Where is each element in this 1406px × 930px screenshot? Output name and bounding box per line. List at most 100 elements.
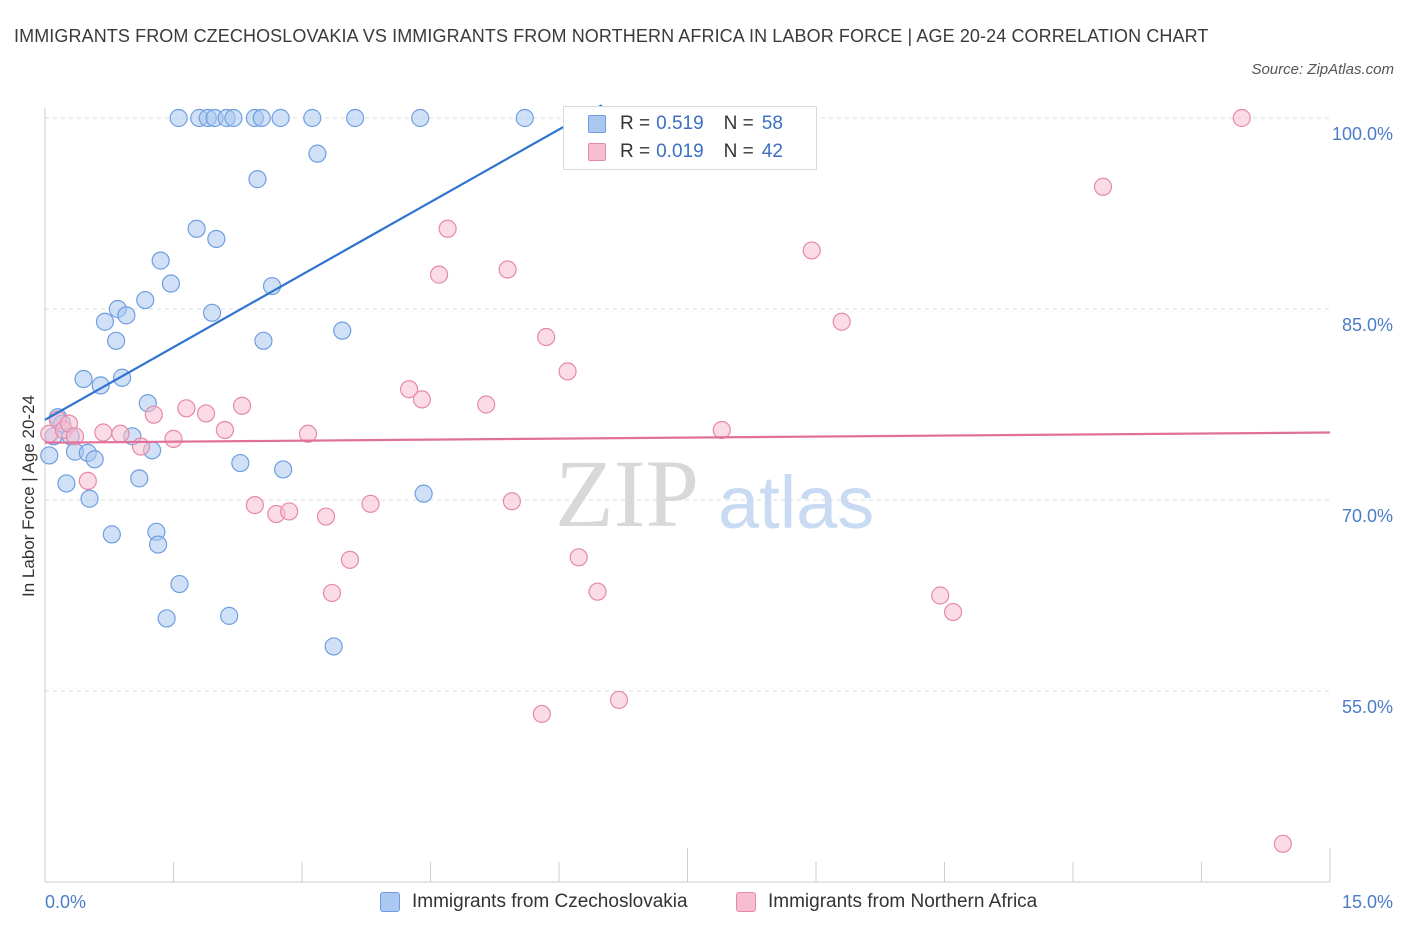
data-point	[196, 404, 216, 423]
bottom-legend-northern-africa: Immigrants from Northern Africa	[736, 889, 1037, 915]
data-point	[107, 331, 126, 350]
data-point	[361, 494, 380, 513]
x-tick-label-min: 0.0%	[45, 892, 86, 912]
data-point	[316, 507, 336, 526]
data-point	[111, 424, 130, 443]
data-point	[224, 108, 243, 128]
data-point	[252, 108, 271, 128]
data-point	[220, 606, 239, 625]
data-point	[231, 453, 250, 473]
chart-title: IMMIGRANTS FROM CZECHOSLOVAKIA VS IMMIGR…	[14, 26, 1209, 46]
y-tick-label: 55.0%	[1342, 697, 1393, 717]
watermark-zip: ZIP	[555, 440, 699, 547]
data-point	[232, 396, 252, 415]
data-point	[429, 265, 449, 284]
watermark: ZIP atlas	[555, 440, 874, 547]
data-point	[298, 424, 318, 443]
y-tick-labels: 55.0% 70.0% 85.0% 100.0%	[1332, 124, 1393, 717]
x-tick-label-max: 15.0%	[1342, 892, 1393, 912]
data-point	[588, 582, 607, 601]
data-point	[1093, 177, 1113, 196]
y-tick-label: 100.0%	[1332, 124, 1393, 144]
data-point	[102, 525, 121, 544]
legend-n-value: 42	[761, 141, 783, 162]
data-point	[94, 423, 113, 442]
data-point	[412, 390, 432, 409]
legend-n-value: 58	[761, 113, 783, 134]
data-point	[215, 420, 234, 440]
data-point	[144, 405, 163, 424]
data-point	[169, 108, 188, 128]
bottom-legend-swatch-pink	[736, 892, 756, 912]
legend-row-northern-africa: R = 0.019 N = 42	[588, 140, 783, 164]
legend-r-value: 0.019	[656, 141, 704, 162]
data-point	[802, 241, 821, 260]
data-point	[943, 602, 963, 622]
data-point	[130, 469, 149, 488]
data-point	[280, 502, 299, 521]
data-point	[151, 251, 170, 270]
data-point	[322, 583, 342, 603]
data-point	[157, 609, 176, 628]
data-point	[95, 312, 115, 331]
data-point	[609, 690, 629, 710]
legend-r-label: R =	[620, 141, 651, 162]
data-point	[324, 637, 343, 656]
data-point	[254, 331, 273, 350]
legend-swatch-pink	[588, 143, 606, 161]
data-point	[832, 312, 851, 331]
series-northern-africa-points	[40, 108, 1292, 853]
data-point	[78, 471, 97, 490]
data-point	[498, 260, 517, 279]
y-axis-label: In Labor Force | Age 20-24	[19, 395, 38, 597]
data-point	[177, 399, 196, 418]
legend-r-value: 0.519	[656, 113, 704, 134]
stats-legend: R = 0.519 N = 58 R = 0.019 N = 42	[563, 106, 817, 170]
axes	[44, 108, 1331, 883]
data-point	[333, 321, 352, 340]
data-point	[164, 429, 183, 448]
data-point	[170, 574, 189, 594]
data-point	[274, 460, 293, 479]
data-point	[65, 427, 85, 446]
data-point	[40, 446, 59, 465]
data-point	[346, 108, 365, 128]
data-point	[532, 704, 551, 724]
data-point	[414, 484, 433, 503]
data-point	[569, 548, 588, 567]
legend-r-label: R =	[620, 113, 651, 134]
watermark-atlas: atlas	[718, 461, 874, 544]
data-point	[80, 489, 99, 508]
data-point	[502, 492, 521, 511]
data-point	[1273, 834, 1292, 853]
data-point	[477, 395, 496, 414]
data-point	[131, 437, 151, 456]
legend-row-czechoslovakia: R = 0.519 N = 58	[588, 112, 783, 136]
data-point	[515, 108, 534, 128]
data-point	[202, 303, 222, 322]
data-point	[248, 170, 267, 189]
bottom-legend-swatch-blue	[380, 892, 400, 912]
data-point	[308, 144, 327, 163]
y-tick-label: 85.0%	[1342, 315, 1393, 335]
legend-n-label: N =	[723, 113, 754, 134]
legend-n-label: N =	[723, 141, 754, 162]
trend-line-czechoslovakia	[44, 104, 603, 421]
data-point	[411, 108, 430, 128]
data-point	[712, 420, 731, 440]
data-point	[537, 327, 556, 347]
source-note: Source: ZipAtlas.com	[1251, 61, 1394, 78]
data-point	[57, 474, 76, 493]
series-czechoslovakia-points	[40, 108, 791, 656]
data-point	[85, 450, 104, 469]
data-point	[207, 229, 226, 249]
data-point	[117, 306, 136, 325]
trend-lines	[44, 104, 1331, 444]
data-point	[74, 369, 93, 389]
bottom-legend-label-czechoslovakia: Immigrants from Czechoslovakia	[412, 891, 688, 912]
data-point	[148, 535, 168, 554]
trend-line-northern-africa	[44, 431, 1331, 444]
data-point	[558, 362, 577, 381]
data-point	[136, 290, 155, 310]
